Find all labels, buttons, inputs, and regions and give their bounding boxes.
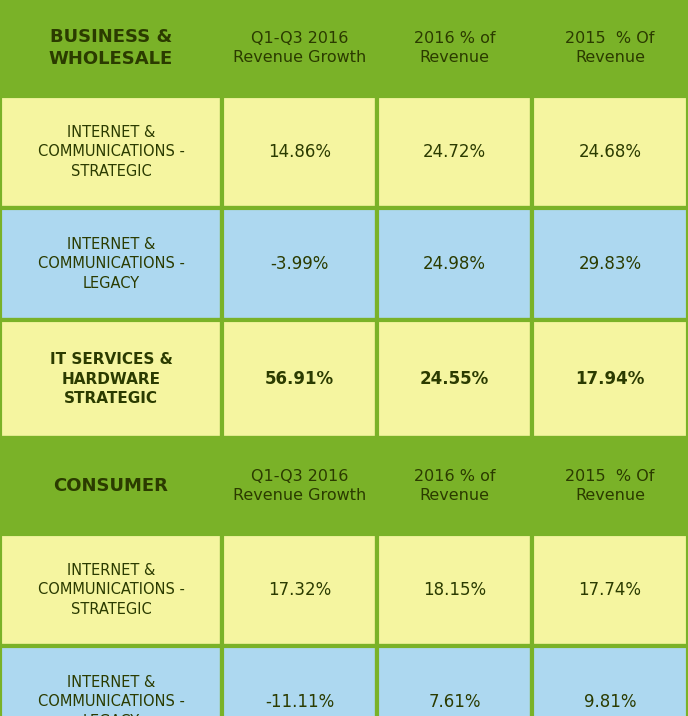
Text: 24.98%: 24.98% [423,255,486,273]
Bar [532,320,688,438]
Text: INTERNET &
COMMUNICATIONS -
STRATEGIC: INTERNET & COMMUNICATIONS - STRATEGIC [38,125,184,179]
Bar [377,646,532,716]
Bar [222,438,377,534]
Text: 17.94%: 17.94% [575,370,645,388]
Bar [222,208,377,320]
Text: Q1-Q3 2016
Revenue Growth: Q1-Q3 2016 Revenue Growth [233,31,366,65]
Bar [377,208,532,320]
Text: 2015  % Of
Revenue: 2015 % Of Revenue [566,469,655,503]
Bar [222,320,377,438]
Bar [0,534,222,646]
Text: 2016 % of
Revenue: 2016 % of Revenue [413,31,495,65]
Text: IT SERVICES &
HARDWARE
STRATEGIC: IT SERVICES & HARDWARE STRATEGIC [50,352,173,406]
Text: 24.68%: 24.68% [579,143,641,161]
Text: INTERNET &
COMMUNICATIONS -
STRATEGIC: INTERNET & COMMUNICATIONS - STRATEGIC [38,563,184,616]
Bar [377,320,532,438]
Text: BUSINESS &
WHOLESALE: BUSINESS & WHOLESALE [49,27,173,69]
Text: 17.74%: 17.74% [579,581,641,599]
Text: 7.61%: 7.61% [428,693,481,711]
Bar [377,438,532,534]
Text: 18.15%: 18.15% [423,581,486,599]
Bar [222,0,377,96]
Text: -11.11%: -11.11% [265,693,334,711]
Text: 9.81%: 9.81% [583,693,636,711]
Text: 14.86%: 14.86% [268,143,331,161]
Text: INTERNET &
COMMUNICATIONS -
LEGACY: INTERNET & COMMUNICATIONS - LEGACY [38,237,184,291]
Bar [532,0,688,96]
Bar [532,438,688,534]
Bar [532,96,688,208]
Bar [0,320,222,438]
Bar [0,0,222,96]
Text: 56.91%: 56.91% [265,370,334,388]
Bar [222,96,377,208]
Bar [222,646,377,716]
Bar [532,208,688,320]
Text: INTERNET &
COMMUNICATIONS -
LEGACY: INTERNET & COMMUNICATIONS - LEGACY [38,675,184,716]
Bar [377,96,532,208]
Text: 24.55%: 24.55% [420,370,489,388]
Text: -3.99%: -3.99% [270,255,329,273]
Text: 29.83%: 29.83% [579,255,642,273]
Text: 24.72%: 24.72% [423,143,486,161]
Bar [377,534,532,646]
Text: 2015  % Of
Revenue: 2015 % Of Revenue [566,31,655,65]
Bar [532,534,688,646]
Bar [222,534,377,646]
Bar [0,208,222,320]
Text: 17.32%: 17.32% [268,581,331,599]
Bar [0,646,222,716]
Bar [377,0,532,96]
Bar [0,96,222,208]
Bar [0,438,222,534]
Text: Q1-Q3 2016
Revenue Growth: Q1-Q3 2016 Revenue Growth [233,469,366,503]
Text: CONSUMER: CONSUMER [54,477,169,495]
Bar [532,646,688,716]
Text: 2016 % of
Revenue: 2016 % of Revenue [413,469,495,503]
